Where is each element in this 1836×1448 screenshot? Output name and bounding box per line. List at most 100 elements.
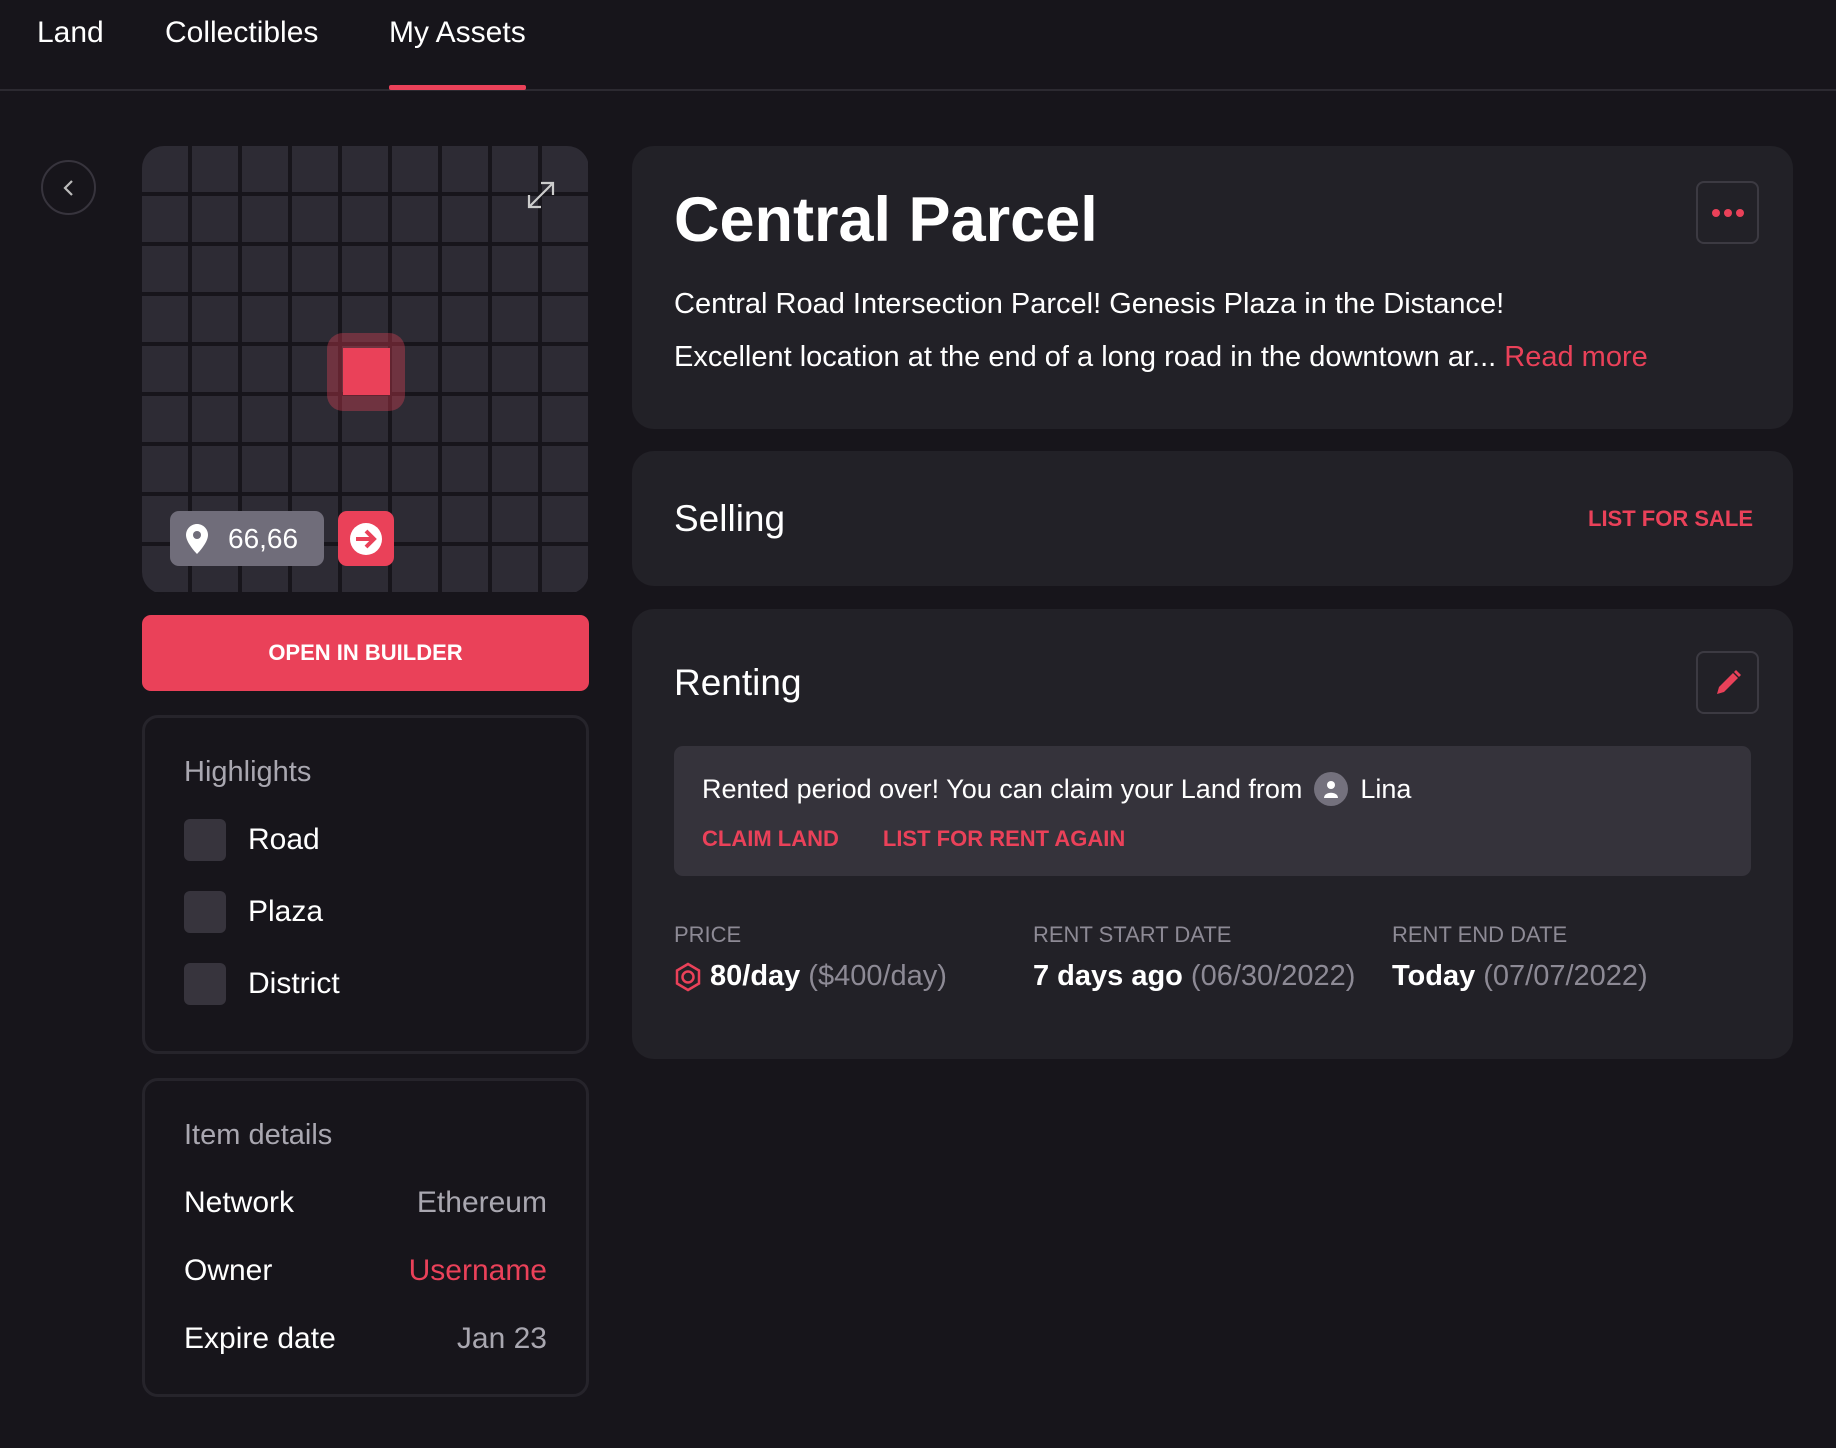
map-parcel[interactable] [192,446,238,492]
tab-my-assets[interactable]: My Assets [389,16,526,90]
open-in-builder-button[interactable]: OPEN IN BUILDER [142,615,589,691]
map-parcel[interactable] [342,146,388,192]
map-parcel[interactable] [192,396,238,442]
map-parcel[interactable] [292,146,338,192]
map-parcel[interactable] [392,346,438,392]
map-parcel[interactable] [492,196,538,242]
map-parcel[interactable] [492,446,538,492]
map-parcel[interactable] [242,346,288,392]
map-parcel[interactable] [242,146,288,192]
map-parcel[interactable] [442,296,488,342]
map-parcel[interactable] [142,446,188,492]
plaza-icon [184,891,226,933]
jump-to-parcel-button[interactable] [338,511,394,566]
list-for-rent-again-button[interactable]: LIST FOR RENT AGAIN [882,826,1126,851]
map-parcel[interactable] [542,146,588,192]
map-parcel[interactable] [442,346,488,392]
map-parcel[interactable] [342,196,388,242]
map-parcel[interactable] [392,196,438,242]
map-parcel[interactable] [542,496,588,542]
map-parcel[interactable] [292,196,338,242]
renting-title: Renting [674,662,802,703]
tab-collectibles[interactable]: Collectibles [165,16,319,49]
end-value: Today [1392,960,1476,992]
tenant-avatar [1314,772,1349,806]
map-parcel[interactable] [542,396,588,442]
map-parcel[interactable] [542,446,588,492]
map-parcel[interactable] [242,396,288,442]
map-parcel[interactable] [492,396,538,442]
map-parcel[interactable] [492,246,538,292]
map-parcel[interactable] [292,246,338,292]
map-parcel[interactable] [142,396,188,442]
user-icon [1324,781,1339,798]
map-parcel[interactable] [242,446,288,492]
map-parcel[interactable] [442,246,488,292]
read-more-link[interactable]: Read more [1504,341,1648,373]
map-parcel[interactable] [392,146,438,192]
map-parcel[interactable] [392,396,438,442]
map-parcel[interactable] [442,146,488,192]
map-parcel[interactable] [492,496,538,542]
map-parcel[interactable] [392,496,438,542]
arrow-right-circle-icon [350,522,382,555]
map-parcel[interactable] [292,296,338,342]
tab-land[interactable]: Land [37,16,104,49]
map-parcel[interactable] [542,296,588,342]
map-parcel[interactable] [292,346,338,392]
map-parcel[interactable] [442,396,488,442]
owner-link[interactable]: Username [408,1254,547,1287]
map-parcel[interactable] [342,246,388,292]
map-parcel[interactable] [142,146,188,192]
map-parcel[interactable] [392,296,438,342]
map-parcel[interactable] [442,496,488,542]
map-parcel[interactable] [392,446,438,492]
map-parcel[interactable] [492,296,538,342]
list-for-sale-button[interactable]: LIST FOR SALE [1588,505,1753,531]
map-parcel[interactable] [292,396,338,442]
map-parcel[interactable] [392,546,438,592]
map-parcel[interactable] [142,296,188,342]
map-parcel[interactable] [242,246,288,292]
map-parcel[interactable] [442,446,488,492]
map-parcel[interactable] [542,346,588,392]
map-parcel[interactable] [342,446,388,492]
detail-expire-date: Expire date Jan 23 [184,1322,547,1356]
description-line: Central Road Intersection Parcel! Genesi… [674,288,1505,320]
map-parcel[interactable] [142,346,188,392]
map-parcel[interactable] [192,346,238,392]
map-parcel[interactable] [192,296,238,342]
start-date: (06/30/2022) [1190,960,1356,992]
map-parcel[interactable] [542,546,588,592]
map-parcel[interactable] [442,546,488,592]
edit-rent-button[interactable] [1696,651,1759,714]
parcel-info-card: Central Parcel Central Road Intersection… [632,146,1793,429]
map-parcel[interactable] [542,196,588,242]
map-pin-icon [186,523,208,554]
map-parcel[interactable] [492,146,538,192]
map-parcel[interactable] [492,346,538,392]
map-parcel[interactable] [192,196,238,242]
back-button[interactable] [41,160,96,215]
price-unit: /day [742,960,801,992]
selected-parcel[interactable] [343,348,390,395]
stat-label: RENT START DATE [1033,922,1232,947]
map-parcel[interactable] [342,296,388,342]
map-parcel[interactable] [142,246,188,292]
map-parcel[interactable] [492,546,538,592]
tenant-name[interactable]: Lina [1360,773,1412,804]
map-parcel[interactable] [242,296,288,342]
map-parcel[interactable] [192,146,238,192]
expand-icon[interactable] [526,180,556,210]
map-parcel[interactable] [142,196,188,242]
claim-land-button[interactable]: CLAIM LAND [702,826,839,851]
more-options-button[interactable] [1696,181,1759,244]
parcel-title: Central Parcel [674,185,1098,255]
map-parcel[interactable] [542,246,588,292]
map-parcel[interactable] [442,196,488,242]
map-parcel[interactable] [292,446,338,492]
map-parcel[interactable] [342,396,388,442]
map-parcel[interactable] [242,196,288,242]
map-parcel[interactable] [192,246,238,292]
map-parcel[interactable] [392,246,438,292]
